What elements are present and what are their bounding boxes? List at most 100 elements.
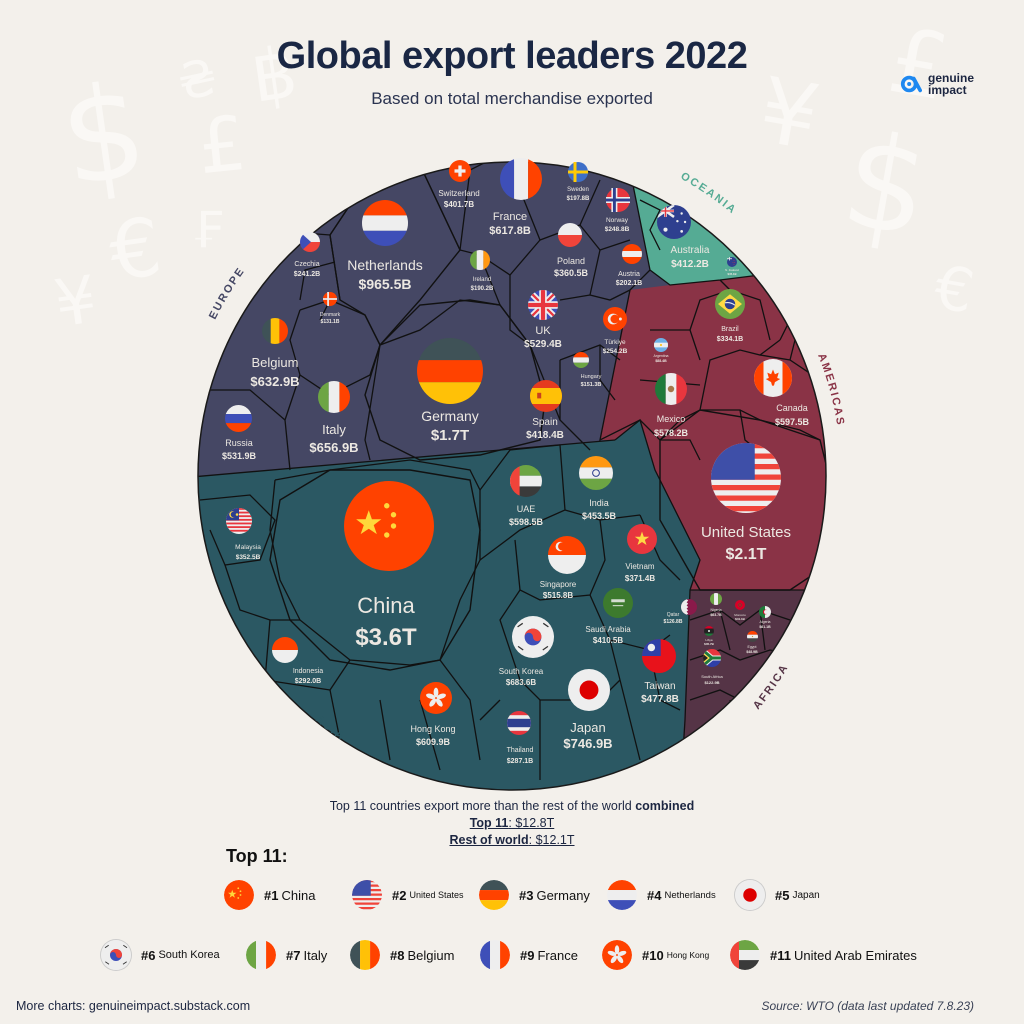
svg-text:Japan: Japan [570, 720, 605, 735]
taiwan-flag-icon [642, 639, 676, 673]
svg-text:$531.9B: $531.9B [222, 451, 257, 461]
switzerland-flag-icon [449, 160, 471, 182]
logo-line-1: genuine [928, 71, 975, 85]
legend-item-france: #9 France [480, 940, 578, 970]
hungary-flag-icon [573, 352, 589, 368]
svg-text:Mexico: Mexico [657, 414, 686, 424]
legend-item-germany: #3 Germany [479, 880, 590, 910]
cell-switzerland: Switzerland $401.7B [438, 160, 480, 209]
belgium-flag-icon [350, 940, 380, 970]
cell-belgium: Belgium $632.9B [250, 318, 300, 389]
svg-text:$477.8B: $477.8B [641, 694, 679, 705]
genuine-impact-logo-icon [900, 75, 922, 93]
saudi-arabia-flag-icon [603, 588, 633, 618]
cell-sweden: Sweden $197.8B [567, 162, 590, 202]
svg-text:Morocco: Morocco [734, 613, 746, 617]
svg-text:Taiwan: Taiwan [644, 681, 675, 692]
region-label-europe: EUROPE [207, 265, 248, 322]
thailand-flag-icon [507, 711, 531, 735]
svg-text:$3.6T: $3.6T [355, 624, 417, 651]
cell-italy: Italy $656.9B [309, 381, 359, 455]
svg-text:$45.1B: $45.1B [727, 272, 736, 276]
svg-text:$965.5B: $965.5B [359, 276, 412, 292]
svg-text:$88.4B: $88.4B [655, 359, 667, 363]
cell-thailand: Thailand $287.1B [507, 711, 534, 765]
italy-flag-icon [318, 381, 350, 413]
legend-item-italy: #7 Italy [246, 940, 327, 970]
india-flag-icon [579, 456, 613, 490]
south-africa-flag-icon [703, 649, 721, 667]
cell-hong-kong: Hong Kong $609.9B [410, 682, 456, 747]
cell-ireland: Ireland $190.2B [470, 250, 494, 292]
cell-australia: Australia $412.2B [657, 205, 710, 270]
cell-uk: UK $529.4B [524, 290, 562, 350]
sweden-flag-icon [568, 162, 588, 182]
cell-turkiye: Türkiye $254.2B [603, 307, 628, 355]
logo-line-2: impact [928, 83, 967, 97]
svg-text:$63.7B: $63.7B [710, 613, 722, 617]
cell-malaysia: Malaysia $352.5B [226, 508, 261, 561]
svg-text:$190.2B: $190.2B [471, 286, 494, 292]
svg-text:Czechia: Czechia [294, 261, 319, 268]
svg-text:$122.9B: $122.9B [704, 680, 719, 685]
cell-czechia: Czechia $241.2B [294, 232, 320, 278]
netherlands-flag-icon [607, 880, 637, 910]
morocco-flag-icon [735, 600, 745, 610]
germany-flag-icon [417, 338, 483, 404]
svg-text:United States: United States [701, 524, 791, 541]
legend-item-uae: #11 United Arab Emirates [730, 940, 917, 970]
cell-germany: Germany $1.7T [417, 338, 483, 444]
svg-text:$401.7B: $401.7B [444, 200, 474, 209]
svg-text:Netherlands: Netherlands [347, 257, 423, 273]
uk-flag-icon [528, 290, 558, 320]
cell-poland: Poland $360.5B [554, 223, 589, 278]
more-charts-link[interactable]: More charts: genuineimpact.substack.com [16, 999, 251, 1013]
argentina-flag-icon [654, 338, 668, 352]
svg-text:N. Zealand: N. Zealand [725, 268, 739, 272]
canada-flag-icon [754, 359, 792, 397]
cell-argentina: Argentina $88.4B [654, 338, 669, 363]
uae-flag-icon [730, 940, 760, 970]
svg-text:Norway: Norway [606, 217, 629, 224]
russia-flag-icon [225, 405, 252, 432]
cell-qatar: Qatar $126.8B [664, 599, 697, 625]
svg-text:$371.4B: $371.4B [625, 574, 655, 583]
svg-text:Singapore: Singapore [540, 580, 577, 589]
svg-text:Türkiye: Türkiye [604, 339, 626, 346]
svg-text:Switzerland: Switzerland [438, 189, 479, 198]
france-flag-icon [500, 158, 542, 200]
svg-text:Spain: Spain [532, 417, 558, 428]
cell-indonesia: Indonesia $292.0B [272, 637, 323, 685]
svg-text:$1.7T: $1.7T [431, 427, 469, 444]
svg-text:$578.2B: $578.2B [654, 428, 689, 438]
legend-item-japan: #5 Japan [735, 880, 820, 910]
hong-kong-flag-icon [602, 940, 632, 970]
china-flag-icon [224, 880, 254, 910]
japan-flag-icon [568, 669, 610, 711]
svg-text:Hungary: Hungary [581, 374, 602, 380]
region-label-oceania: OCEANIA [679, 170, 739, 217]
cell-south-africa: South Africa $122.9B [701, 649, 724, 685]
japan-flag-icon [735, 880, 765, 910]
svg-text:Malaysia: Malaysia [235, 544, 261, 551]
cell-vietnam: Vietnam $371.4B [625, 524, 657, 583]
svg-text:$352.5B: $352.5B [236, 554, 261, 561]
genuine-impact-logo: genuine impact [900, 72, 974, 96]
page-subtitle: Based on total merchandise exported [371, 89, 653, 108]
belgium-flag-icon [262, 318, 288, 344]
legend-item-hong-kong: #10 Hong Kong [602, 940, 709, 970]
austria-flag-icon [622, 244, 642, 264]
svg-text:$453.5B: $453.5B [582, 511, 617, 521]
cell-saudi-arabia: Saudi Arabia $410.5B [585, 588, 633, 645]
south-korea-flag-icon [101, 940, 131, 970]
svg-text:$131.1B: $131.1B [321, 319, 340, 325]
svg-text:India: India [589, 498, 609, 508]
svg-text:$598.5B: $598.5B [509, 517, 544, 527]
svg-text:Sweden: Sweden [567, 187, 589, 193]
cell-south-korea: South Korea $683.6B [499, 616, 554, 687]
svg-text:$410.5B: $410.5B [593, 636, 623, 645]
svg-text:$254.2B: $254.2B [603, 348, 628, 355]
legend-title: Top 11: [226, 846, 288, 866]
cell-spain: Spain $418.4B [526, 380, 564, 441]
